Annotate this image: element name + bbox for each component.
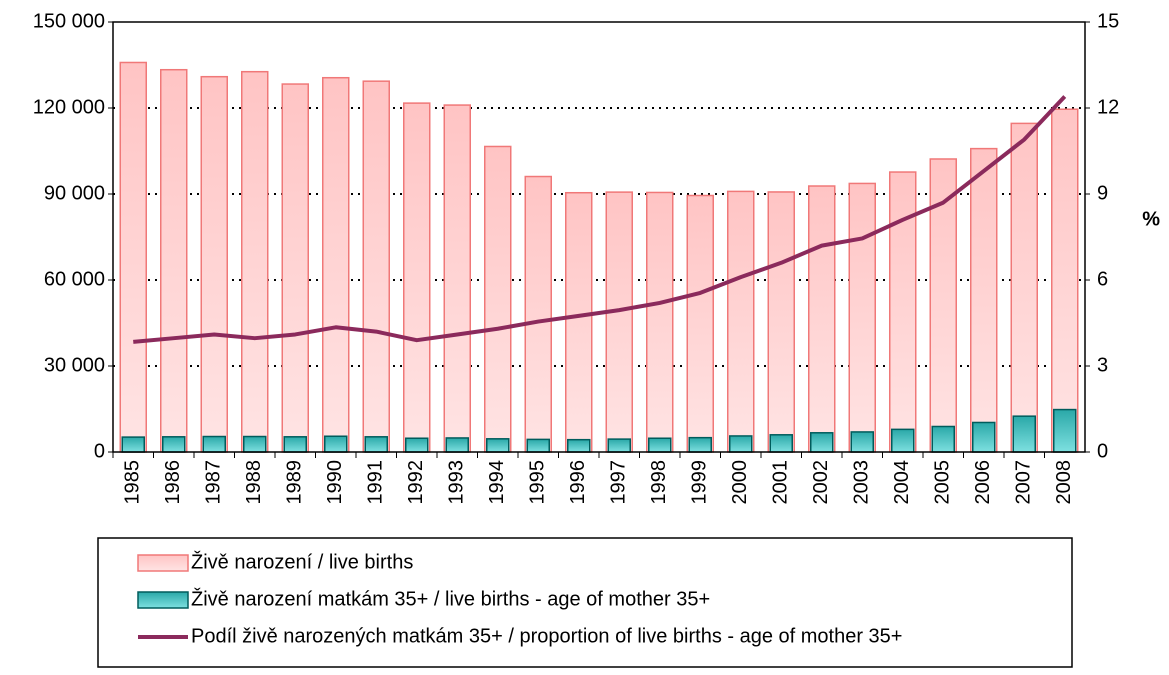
x-tick-label: 2001	[770, 460, 792, 505]
bar	[970, 147, 998, 453]
legend-swatch	[137, 591, 189, 609]
bar	[972, 421, 996, 453]
y-tick-label: 30 000	[44, 354, 105, 376]
y-tick-label: 90 000	[44, 182, 105, 204]
y-tick-label: 120 000	[33, 96, 105, 118]
bar	[243, 435, 267, 453]
bar	[727, 190, 755, 453]
legend-label: Živě narození / live births	[191, 550, 413, 573]
bar	[322, 76, 350, 453]
x-tick-label: 1994	[486, 460, 508, 505]
legend	[97, 537, 1073, 668]
x-tick-label: 2000	[729, 460, 751, 505]
bar	[364, 436, 388, 453]
bar	[848, 182, 876, 453]
bar	[403, 102, 431, 453]
bar	[686, 194, 714, 453]
bar	[607, 438, 631, 453]
x-tick-label: 1993	[446, 460, 468, 505]
x-tick-label: 2004	[891, 460, 913, 505]
x-tick-label: 2007	[1013, 460, 1035, 505]
x-tick-label: 1996	[567, 460, 589, 505]
x-tick-label: 1987	[203, 460, 225, 505]
bar	[567, 438, 591, 453]
bar	[565, 191, 593, 453]
x-tick-label: 1992	[405, 460, 427, 505]
bar	[405, 437, 429, 453]
bar	[445, 437, 469, 453]
bar	[688, 436, 712, 453]
y2-axis-label: %	[1142, 208, 1160, 230]
bar	[767, 191, 795, 453]
legend-label: Živě narození matkám 35+ / live births -…	[191, 587, 710, 610]
bar	[850, 431, 874, 453]
x-tick-label: 1985	[122, 460, 144, 505]
bar	[1053, 408, 1077, 453]
y2-tick-label: 15	[1097, 10, 1119, 32]
legend-label: Podíl živě narozených matkám 35+ / propo…	[191, 625, 902, 647]
bar	[646, 191, 674, 453]
x-tick-label: 1990	[324, 460, 346, 505]
y2-tick-label: 3	[1097, 354, 1108, 376]
bar	[648, 437, 672, 453]
x-tick-label: 1991	[365, 460, 387, 505]
bar	[524, 175, 552, 453]
x-tick-label: 1988	[243, 460, 265, 505]
x-tick-label: 2006	[972, 460, 994, 505]
bar	[119, 61, 147, 453]
y-tick-label: 0	[94, 440, 105, 462]
x-tick-label: 1986	[162, 460, 184, 505]
bar	[443, 104, 471, 453]
bar	[202, 435, 226, 453]
bar	[486, 438, 510, 453]
x-tick-label: 1999	[689, 460, 711, 505]
bar	[200, 75, 228, 453]
bar	[241, 70, 269, 453]
bar	[526, 438, 550, 453]
line	[133, 95, 1067, 344]
x-tick-label: 1995	[527, 460, 549, 505]
x-tick-label: 1989	[284, 460, 306, 505]
bar	[324, 435, 348, 453]
bar	[160, 68, 188, 453]
bar	[121, 436, 145, 453]
bar	[484, 145, 512, 453]
bar	[605, 191, 633, 453]
x-tick-label: 2005	[932, 460, 954, 505]
bar	[283, 436, 307, 453]
bar	[162, 436, 186, 453]
x-tick-label: 1997	[608, 460, 630, 505]
y2-tick-label: 9	[1097, 182, 1108, 204]
bar	[729, 435, 753, 453]
x-tick-label: 2002	[810, 460, 832, 505]
bar	[891, 428, 915, 453]
bar	[1012, 415, 1036, 453]
y2-tick-label: 6	[1097, 268, 1108, 290]
bar	[769, 434, 793, 453]
bar	[810, 432, 834, 453]
x-tick-label: 2008	[1053, 460, 1075, 505]
bar	[1051, 108, 1079, 453]
y2-tick-label: 12	[1097, 96, 1119, 118]
y2-tick-label: 0	[1097, 440, 1108, 462]
bar	[1010, 122, 1038, 453]
bar	[281, 83, 309, 453]
y-tick-label: 150 000	[33, 10, 105, 32]
bar	[362, 80, 390, 453]
x-tick-label: 2003	[851, 460, 873, 505]
x-tick-label: 1998	[648, 460, 670, 505]
y-tick-label: 60 000	[44, 268, 105, 290]
legend-swatch	[137, 554, 189, 572]
bar	[808, 185, 836, 453]
bar	[931, 425, 955, 453]
